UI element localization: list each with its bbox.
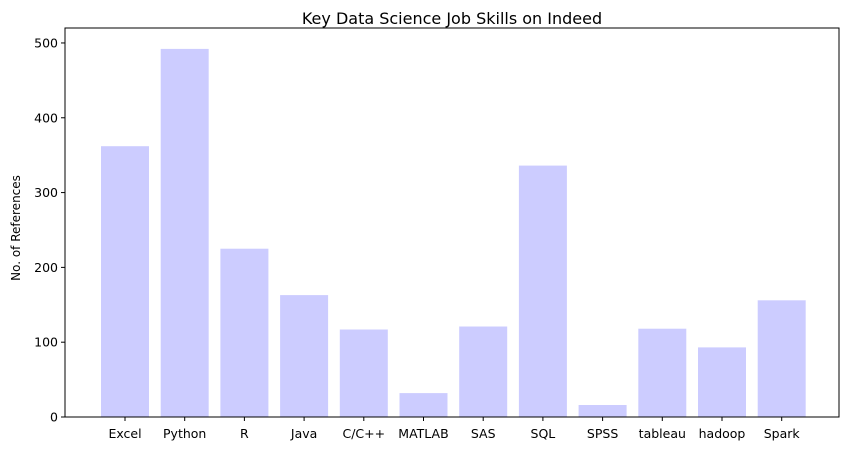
x-tick-label: hadoop bbox=[699, 426, 746, 441]
x-ticks-group: Excel Python R Java C/C++ MATLAB SAS SQL SPSS tab… bbox=[108, 417, 800, 441]
bar-spss bbox=[578, 405, 627, 417]
y-tick-label: 500 bbox=[34, 35, 58, 50]
bar-hadoop bbox=[698, 347, 746, 417]
x-tick-label: tableau bbox=[639, 426, 686, 441]
y-tick-label: 300 bbox=[34, 185, 58, 200]
y-tick-label: 200 bbox=[34, 260, 58, 275]
bar-matlab bbox=[399, 393, 448, 417]
bar-java bbox=[280, 295, 329, 417]
bar-sql bbox=[518, 165, 567, 417]
bar-excel bbox=[101, 146, 149, 417]
x-tick-label: MATLAB bbox=[398, 426, 448, 441]
chart-title: Key Data Science Job Skills on Indeed bbox=[302, 9, 602, 28]
x-tick-label: SPSS bbox=[587, 426, 618, 441]
bar-r bbox=[220, 248, 269, 417]
x-tick-label: SQL bbox=[531, 426, 556, 441]
y-ticks-group: 0 100 200 300 400 500 bbox=[34, 35, 65, 425]
plot-frame bbox=[64, 27, 840, 418]
y-tick-label: 0 bbox=[50, 410, 58, 425]
x-tick-label: Spark bbox=[764, 426, 801, 441]
bar-tableau bbox=[638, 328, 687, 417]
bar-c-c- bbox=[339, 329, 388, 417]
bar-sas bbox=[459, 326, 508, 417]
y-tick-label: 100 bbox=[34, 335, 58, 350]
x-tick-label: C/C++ bbox=[342, 426, 385, 441]
y-axis-label: No. of References bbox=[9, 175, 23, 281]
y-tick-label: 400 bbox=[34, 110, 58, 125]
x-tick-label: Excel bbox=[108, 426, 141, 441]
x-tick-label: Python bbox=[163, 426, 206, 441]
bars-group bbox=[101, 48, 806, 418]
x-tick-label: SAS bbox=[471, 426, 496, 441]
x-tick-label: Java bbox=[290, 426, 317, 441]
x-tick-label: R bbox=[240, 426, 249, 441]
bar-spark bbox=[757, 300, 806, 417]
bar-python bbox=[160, 48, 209, 418]
